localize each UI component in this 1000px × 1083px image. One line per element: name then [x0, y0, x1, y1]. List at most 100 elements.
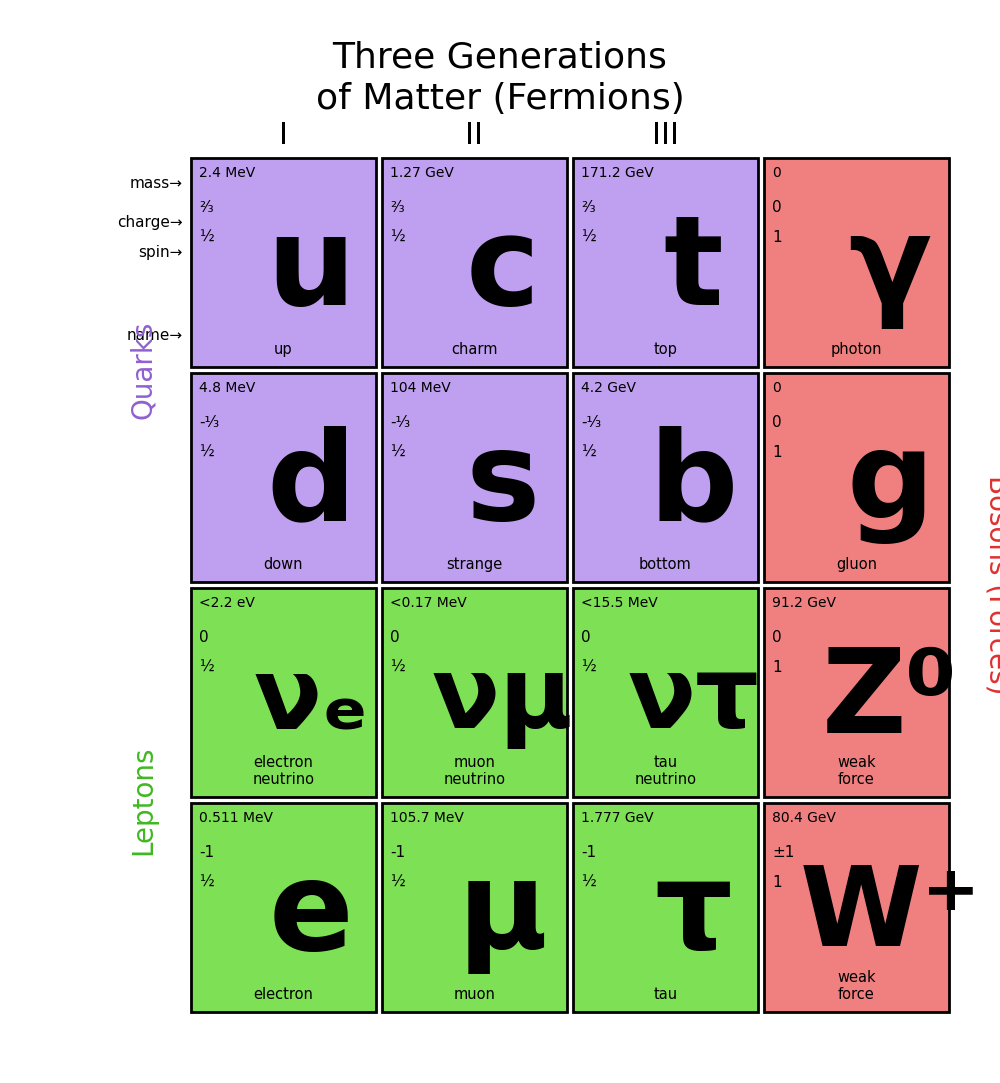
- FancyBboxPatch shape: [382, 803, 567, 1012]
- Text: 0: 0: [390, 630, 400, 645]
- Text: -1: -1: [390, 845, 405, 860]
- Text: II: II: [466, 120, 484, 149]
- Text: charge→: charge→: [117, 216, 183, 231]
- FancyBboxPatch shape: [573, 588, 758, 797]
- Text: b: b: [648, 426, 738, 546]
- Text: d: d: [266, 426, 356, 546]
- Text: muon: muon: [454, 987, 495, 1002]
- Text: Three Generations
of Matter (Fermions): Three Generations of Matter (Fermions): [316, 40, 684, 116]
- Text: 0: 0: [772, 381, 781, 395]
- FancyBboxPatch shape: [191, 588, 376, 797]
- Text: 1.27 GeV: 1.27 GeV: [390, 166, 454, 180]
- Text: 0: 0: [772, 630, 782, 645]
- Text: νμ: νμ: [431, 652, 573, 749]
- Text: t: t: [663, 210, 723, 331]
- Text: ½: ½: [581, 660, 596, 675]
- Text: u: u: [267, 210, 356, 331]
- Text: 0: 0: [581, 630, 591, 645]
- Text: -¹⁄₃: -¹⁄₃: [199, 415, 219, 430]
- Text: ½: ½: [581, 445, 596, 460]
- Text: 2.4 MeV: 2.4 MeV: [199, 166, 255, 180]
- FancyBboxPatch shape: [573, 373, 758, 582]
- Text: 1: 1: [772, 230, 782, 245]
- Text: photon: photon: [831, 342, 882, 357]
- Text: s: s: [465, 426, 539, 546]
- Text: weak
force: weak force: [837, 969, 876, 1002]
- Text: γ: γ: [848, 212, 931, 329]
- Text: W⁺: W⁺: [799, 862, 980, 969]
- FancyBboxPatch shape: [191, 803, 376, 1012]
- Text: ½: ½: [390, 660, 405, 675]
- Text: g: g: [846, 428, 934, 545]
- Text: -1: -1: [199, 845, 214, 860]
- Text: charm: charm: [451, 342, 498, 357]
- Text: ½: ½: [199, 660, 214, 675]
- Text: <15.5 MeV: <15.5 MeV: [581, 596, 658, 610]
- Text: ½: ½: [581, 230, 596, 245]
- Text: ½: ½: [390, 230, 405, 245]
- Text: gluon: gluon: [836, 557, 877, 572]
- Text: Bosons (Forces): Bosons (Forces): [983, 475, 1000, 694]
- Text: -¹⁄₃: -¹⁄₃: [581, 415, 601, 430]
- Text: 104 MeV: 104 MeV: [390, 381, 451, 395]
- Text: 1: 1: [772, 445, 782, 460]
- Text: <0.17 MeV: <0.17 MeV: [390, 596, 467, 610]
- FancyBboxPatch shape: [382, 158, 567, 367]
- Text: electron
neutrino: electron neutrino: [252, 755, 314, 787]
- Text: up: up: [274, 342, 293, 357]
- Text: 91.2 GeV: 91.2 GeV: [772, 596, 836, 610]
- Text: 0: 0: [772, 415, 782, 430]
- Text: tau
neutrino: tau neutrino: [635, 755, 696, 787]
- Text: 0: 0: [772, 200, 782, 216]
- FancyBboxPatch shape: [764, 803, 949, 1012]
- Text: 4.2 GeV: 4.2 GeV: [581, 381, 636, 395]
- Text: down: down: [264, 557, 303, 572]
- Text: Quarks: Quarks: [129, 321, 157, 419]
- Text: c: c: [465, 210, 539, 331]
- Text: spin→: spin→: [139, 246, 183, 261]
- Text: ±1: ±1: [772, 845, 794, 860]
- Text: bottom: bottom: [639, 557, 692, 572]
- Text: -1: -1: [581, 845, 596, 860]
- Text: e: e: [269, 856, 354, 977]
- Text: ½: ½: [390, 445, 405, 460]
- FancyBboxPatch shape: [764, 373, 949, 582]
- Text: ²⁄₃: ²⁄₃: [199, 200, 214, 216]
- Text: ½: ½: [199, 445, 214, 460]
- Text: 1.777 GeV: 1.777 GeV: [581, 811, 654, 825]
- Text: 1: 1: [772, 875, 782, 890]
- Text: III: III: [652, 120, 679, 149]
- Text: tau: tau: [653, 987, 678, 1002]
- Text: ½: ½: [390, 875, 405, 890]
- Text: τ: τ: [654, 858, 732, 975]
- FancyBboxPatch shape: [573, 803, 758, 1012]
- FancyBboxPatch shape: [764, 588, 949, 797]
- Text: 1: 1: [772, 660, 782, 675]
- Text: ²⁄₃: ²⁄₃: [390, 200, 405, 216]
- FancyBboxPatch shape: [764, 158, 949, 367]
- Text: weak
force: weak force: [837, 755, 876, 787]
- Text: I: I: [279, 120, 288, 149]
- FancyBboxPatch shape: [382, 588, 567, 797]
- FancyBboxPatch shape: [191, 158, 376, 367]
- Text: ½: ½: [199, 875, 214, 890]
- Text: μ: μ: [457, 858, 547, 975]
- Text: 0.511 MeV: 0.511 MeV: [199, 811, 273, 825]
- FancyBboxPatch shape: [573, 158, 758, 367]
- Text: ντ: ντ: [627, 652, 759, 749]
- Text: 0: 0: [199, 630, 209, 645]
- Text: νₑ: νₑ: [253, 652, 369, 749]
- Text: electron: electron: [254, 987, 313, 1002]
- FancyBboxPatch shape: [191, 373, 376, 582]
- Text: ½: ½: [199, 230, 214, 245]
- Text: <2.2 eV: <2.2 eV: [199, 596, 255, 610]
- Text: 105.7 MeV: 105.7 MeV: [390, 811, 464, 825]
- Text: name→: name→: [127, 327, 183, 342]
- Text: mass→: mass→: [130, 175, 183, 191]
- Text: strange: strange: [446, 557, 503, 572]
- Text: top: top: [654, 342, 677, 357]
- Text: 171.2 GeV: 171.2 GeV: [581, 166, 654, 180]
- Text: -¹⁄₃: -¹⁄₃: [390, 415, 410, 430]
- FancyBboxPatch shape: [382, 373, 567, 582]
- Text: Leptons: Leptons: [129, 745, 157, 854]
